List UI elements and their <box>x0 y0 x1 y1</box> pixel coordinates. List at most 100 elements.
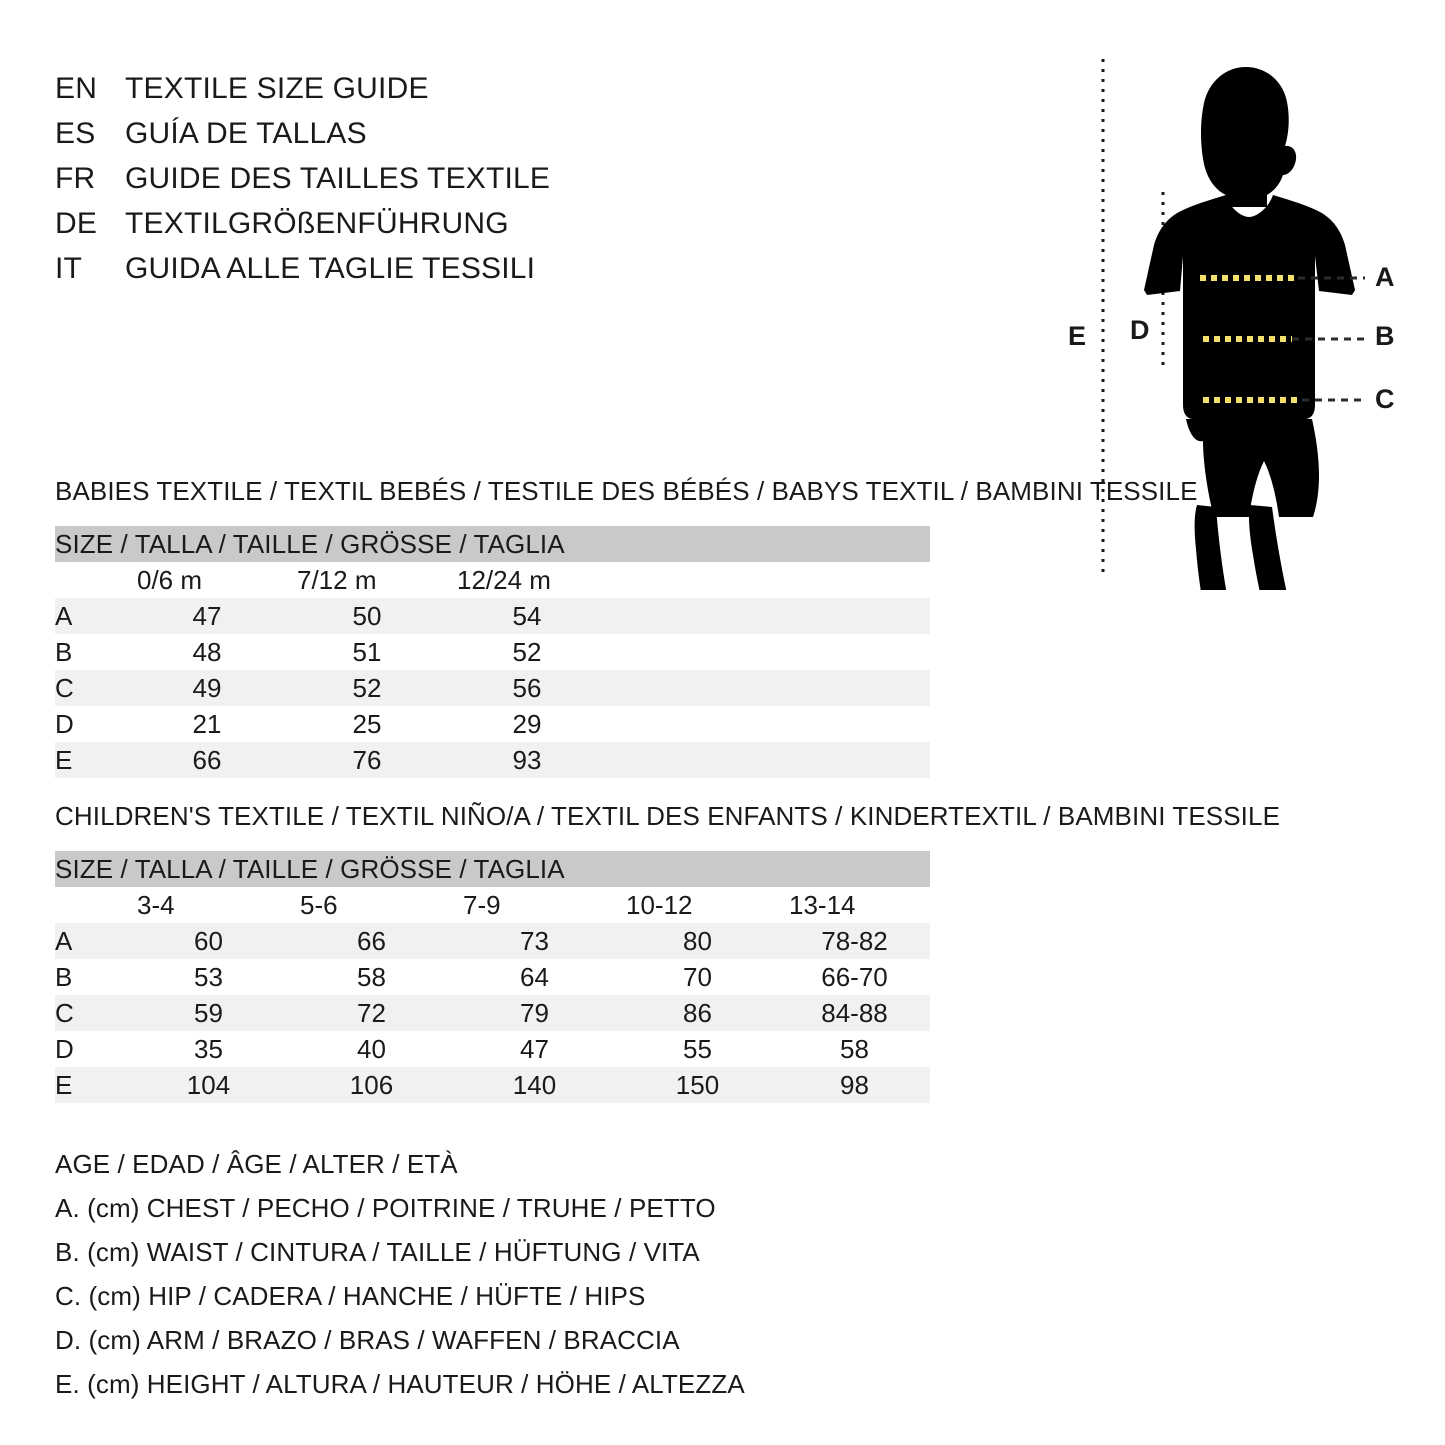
babies-size-table: SIZE / TALLA / TAILLE / GRÖSSE / TAGLIA 0… <box>55 526 931 778</box>
babies-table-body: SIZE / TALLA / TAILLE / GRÖSSE / TAGLIA 0… <box>55 526 931 778</box>
cell-value: 29 <box>512 708 542 739</box>
table-row: E 104 106 140 150 98 <box>55 1067 930 1103</box>
table-row: C 59 72 79 86 84-88 <box>55 995 930 1031</box>
cell-value: 64 <box>520 961 549 992</box>
children-column-header-row: 3-4 5-6 7-9 10-12 13-14 <box>55 887 930 923</box>
cell-value: 48 <box>192 636 222 667</box>
row-key: C <box>55 995 127 1031</box>
cell-value: 56 <box>447 670 607 706</box>
cell-value: 49 <box>127 670 287 706</box>
children-size-band-label: SIZE / TALLA / TAILLE / GRÖSSE / TAGLIA <box>55 851 930 887</box>
legend-line-4: D. (cm) ARM / BRAZO / BRAS / WAFFEN / BR… <box>55 1325 680 1355</box>
cell-value: 66 <box>290 923 453 959</box>
language-row-de: DE TEXTILGRÖßENFÜHRUNG <box>55 207 675 252</box>
column-header-4: 13-14 <box>779 887 930 923</box>
language-row-en: EN TEXTILE SIZE GUIDE <box>55 72 675 117</box>
cell-value: 80 <box>616 923 779 959</box>
row-key: C <box>55 670 127 706</box>
cell-value: 54 <box>447 598 607 634</box>
column-header-3: 10-12 <box>616 887 779 923</box>
measurement-figure-panel: A B C D E <box>1040 45 1445 590</box>
language-title: GUIDE DES TAILLES TEXTILE <box>125 162 551 195</box>
cell-value: 25 <box>352 708 382 739</box>
language-code: DE <box>55 207 98 240</box>
measurement-legend: AGE / EDAD / ÂGE / ALTER / ETÀ A. (cm) CH… <box>55 1142 755 1406</box>
row-filler <box>607 634 930 670</box>
children-size-band-row: SIZE / TALLA / TAILLE / GRÖSSE / TAGLIA <box>55 851 930 887</box>
cell-value: 72 <box>290 995 453 1031</box>
children-table-body: SIZE / TALLA / TAILLE / GRÖSSE / TAGLIA 3… <box>55 851 930 1103</box>
figure-label-c: C <box>1375 384 1395 414</box>
cell-value: 40 <box>357 1033 386 1064</box>
cell-value: 52 <box>287 670 447 706</box>
cell-value: 66-70 <box>821 961 888 992</box>
column-header-filler <box>607 562 931 598</box>
figure-label-e: E <box>1068 321 1087 351</box>
row-key: E <box>55 742 127 778</box>
cell-value: 58 <box>357 961 386 992</box>
column-header-spacer <box>55 887 127 923</box>
table-row: E 66 76 93 <box>55 742 931 778</box>
cell-value: 55 <box>683 1033 712 1064</box>
row-key: E <box>55 1067 127 1103</box>
column-header-1: 7/12 m <box>287 562 447 598</box>
legend-line-2: B. (cm) WAIST / CINTURA / TAILLE / HÜFTU… <box>55 1237 700 1267</box>
children-size-table: SIZE / TALLA / TAILLE / GRÖSSE / TAGLIA 3… <box>55 851 930 1103</box>
row-filler <box>607 670 931 706</box>
cell-value: 98 <box>779 1067 930 1103</box>
cell-value: 150 <box>616 1067 779 1103</box>
babies-size-band-label: SIZE / TALLA / TAILLE / GRÖSSE / TAGLIA <box>55 526 931 562</box>
row-filler <box>607 598 931 634</box>
table-row: A 60 66 73 80 78-82 <box>55 923 930 959</box>
child-silhouette-diagram <box>1101 59 1365 590</box>
column-header-0: 0/6 m <box>127 562 287 598</box>
cell-value: 53 <box>194 961 223 992</box>
row-key: A <box>55 923 127 959</box>
table-row: B 53 58 64 70 66-70 <box>55 959 930 995</box>
row-filler <box>607 706 930 742</box>
children-section-title: CHILDREN'S TEXTILE / TEXTIL NIÑO/A / TEX… <box>55 801 1281 831</box>
babies-section-title: BABIES TEXTILE / TEXTIL BEBÉS / TESTILE … <box>55 476 1198 506</box>
babies-size-band-row: SIZE / TALLA / TAILLE / GRÖSSE / TAGLIA <box>55 526 931 562</box>
cell-value: 79 <box>453 995 616 1031</box>
cell-value: 59 <box>127 995 290 1031</box>
row-filler <box>607 742 931 778</box>
row-key: D <box>55 708 74 739</box>
column-header-2: 7-9 <box>453 887 616 923</box>
table-row: B 48 51 52 <box>55 634 930 670</box>
column-header-spacer <box>55 562 127 598</box>
cell-value: 47 <box>520 1033 549 1064</box>
language-code: FR <box>55 162 96 195</box>
cell-value: 58 <box>840 1033 869 1064</box>
cell-value: 66 <box>127 742 287 778</box>
legend-line-3: C. (cm) HIP / CADERA / HANCHE / HÜFTE / … <box>55 1281 646 1311</box>
column-header-2: 12/24 m <box>447 562 607 598</box>
language-row-it: IT GUIDA ALLE TAGLIE TESSILI <box>55 252 675 297</box>
cell-value: 51 <box>352 636 382 667</box>
cell-value: 47 <box>127 598 287 634</box>
children-textile-section: CHILDREN'S TEXTILE / TEXTIL NIÑO/A / TEX… <box>55 801 1281 1103</box>
language-code: EN <box>55 72 98 105</box>
row-key: B <box>55 961 73 992</box>
cell-value: 106 <box>290 1067 453 1103</box>
language-code: ES <box>55 117 96 150</box>
language-row-es: ES GUÍA DE TALLAS <box>55 117 675 162</box>
language-title: GUÍA DE TALLAS <box>125 117 367 150</box>
cell-value: 84-88 <box>779 995 930 1031</box>
column-header-0: 3-4 <box>127 887 290 923</box>
figure-label-d: D <box>1130 315 1150 345</box>
table-row: C 49 52 56 <box>55 670 931 706</box>
column-header-1: 5-6 <box>290 887 453 923</box>
cell-value: 21 <box>192 708 222 739</box>
silhouette-body <box>1144 67 1355 590</box>
cell-value: 52 <box>512 636 542 667</box>
cell-value: 70 <box>683 961 712 992</box>
cell-value: 73 <box>453 923 616 959</box>
language-title: TEXTILE SIZE GUIDE <box>125 72 429 105</box>
table-row: D 21 25 29 <box>55 706 930 742</box>
figure-label-b: B <box>1375 321 1395 351</box>
row-key: B <box>55 636 73 667</box>
cell-value: 50 <box>287 598 447 634</box>
legend-line-0: AGE / EDAD / ÂGE / ALTER / ETÀ <box>55 1149 458 1179</box>
babies-column-header-row: 0/6 m 7/12 m 12/24 m <box>55 562 931 598</box>
